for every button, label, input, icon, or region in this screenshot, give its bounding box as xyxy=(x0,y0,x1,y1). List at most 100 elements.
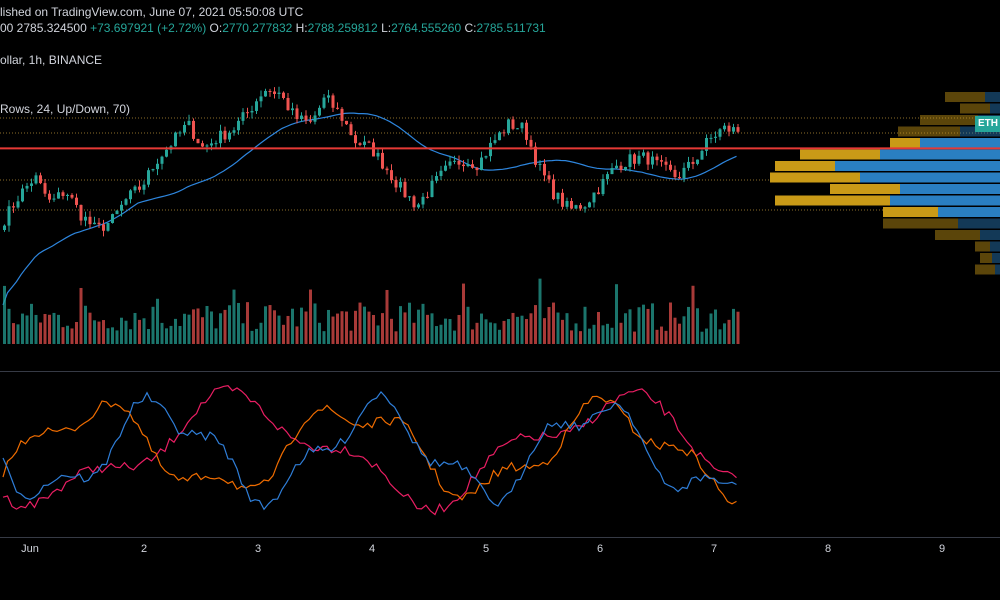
candle-body xyxy=(367,141,371,143)
volume-bar xyxy=(327,309,330,344)
volume-bar xyxy=(619,322,623,344)
candle-body xyxy=(385,168,389,171)
candle-body xyxy=(543,163,546,176)
volume-bar xyxy=(520,315,524,344)
candle-body xyxy=(111,214,114,224)
candle-body xyxy=(394,179,398,188)
volume-profile-up xyxy=(990,241,1000,252)
volume-profile-down xyxy=(960,103,990,114)
volume-bar xyxy=(291,308,294,344)
volume-bar xyxy=(511,312,515,344)
volume-bar xyxy=(268,305,272,344)
volume-bar xyxy=(579,331,582,344)
volume-bar xyxy=(624,313,627,344)
candle-body xyxy=(601,179,605,195)
candle-body xyxy=(174,132,177,147)
volume-bar xyxy=(151,306,155,344)
candle-body xyxy=(691,161,695,164)
candle-body xyxy=(552,179,555,200)
volume-bar xyxy=(372,314,375,344)
volume-bar xyxy=(111,327,114,344)
candle-body xyxy=(34,175,38,184)
candle-body xyxy=(637,155,641,164)
candle-body xyxy=(327,95,330,98)
volume-profile-down xyxy=(920,115,978,125)
volume-profile-down xyxy=(898,126,960,137)
candle-body xyxy=(381,152,384,169)
candle-body xyxy=(142,184,146,190)
candle-body xyxy=(30,183,33,186)
candle-body xyxy=(43,183,47,194)
candle-body xyxy=(579,205,582,209)
candle-body xyxy=(345,120,348,125)
candle-body xyxy=(93,222,96,225)
candle-body xyxy=(106,223,110,231)
volume-bar xyxy=(705,328,708,344)
candle-body xyxy=(570,201,573,209)
candle-body xyxy=(489,142,492,157)
volume-bar xyxy=(471,329,474,344)
volume-bar xyxy=(192,309,195,344)
candle-body xyxy=(61,192,65,196)
volume-bar xyxy=(102,320,105,344)
candle-body xyxy=(682,167,686,179)
candle-body xyxy=(520,122,524,129)
volume-bar xyxy=(255,328,258,344)
volume-bar xyxy=(178,326,182,344)
volume-bar xyxy=(309,289,312,344)
candle-body xyxy=(304,115,308,121)
volume-bar xyxy=(403,312,407,344)
high-value: 2788.259812 xyxy=(307,21,378,35)
volume-bar xyxy=(448,319,452,344)
candle-body xyxy=(277,92,281,94)
volume-bar xyxy=(259,322,263,344)
candle-body xyxy=(534,146,537,165)
low-value: 2764.555260 xyxy=(391,21,462,35)
volume-profile-down xyxy=(775,161,835,171)
candle-body xyxy=(718,129,722,137)
volume-bar xyxy=(462,283,465,344)
volume-bar xyxy=(700,331,704,344)
candle-body xyxy=(655,156,659,161)
candle-body xyxy=(651,156,654,165)
candle-body xyxy=(565,201,569,207)
volume-bar xyxy=(84,305,87,344)
volume-bar xyxy=(507,319,510,344)
candle-body xyxy=(268,90,272,92)
candle-body xyxy=(732,127,735,132)
volume-profile-down xyxy=(775,195,890,206)
volume-bar xyxy=(543,318,546,344)
volume-bar xyxy=(457,314,461,344)
close-label: C: xyxy=(464,21,477,35)
x-tick-label: 7 xyxy=(710,543,718,555)
volume-bar xyxy=(696,308,699,344)
volume-bar xyxy=(484,319,488,344)
published-notice: lished on TradingView.com, June 07, 2021… xyxy=(0,5,304,19)
oscillator-line-blue xyxy=(2,390,737,511)
volume-bar xyxy=(358,302,362,344)
volume-bar xyxy=(79,287,83,344)
volume-profile-up xyxy=(980,230,1000,240)
volume-bar xyxy=(264,306,267,344)
candle-body xyxy=(70,194,74,198)
volume-bar xyxy=(183,313,186,344)
volume-bar xyxy=(673,317,677,344)
candle-body xyxy=(358,143,362,145)
candle-body xyxy=(480,157,483,171)
open-value: 2770.277832 xyxy=(222,21,293,35)
volume-bar xyxy=(642,304,645,344)
volume-bar xyxy=(736,311,740,344)
volume-profile-up xyxy=(835,161,1000,171)
volume-profile-up xyxy=(992,253,1000,263)
candle-body xyxy=(408,196,411,198)
volume-bar xyxy=(606,323,609,344)
candle-body xyxy=(633,154,636,164)
volume-profile-down xyxy=(935,230,980,240)
candle-body xyxy=(660,160,663,162)
candle-body xyxy=(313,115,317,122)
candle-body xyxy=(687,161,690,168)
candle-body xyxy=(390,170,393,180)
volume-bar xyxy=(52,312,56,344)
volume-bar xyxy=(552,302,555,344)
